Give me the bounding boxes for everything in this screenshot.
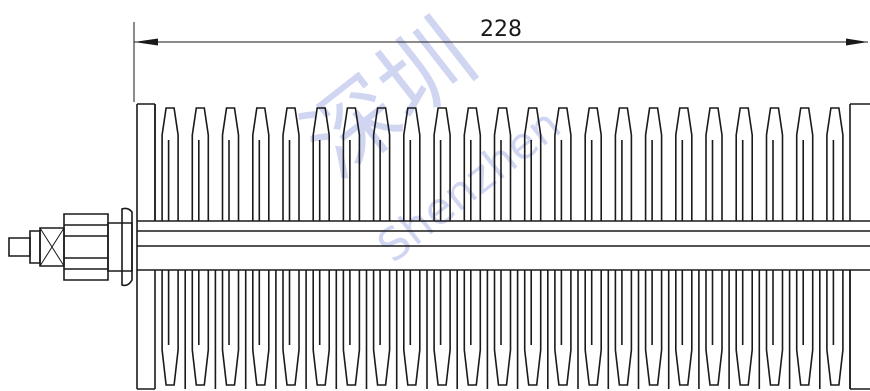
- fin-bottom: [826, 270, 851, 389]
- fin-bottom: [644, 270, 670, 389]
- fin-bottom: [765, 270, 791, 389]
- rf-connector: [8, 207, 133, 287]
- fin-top: [493, 107, 512, 221]
- fin-bottom: [554, 270, 579, 389]
- dimension-arrow-right-icon: [846, 38, 868, 46]
- fin-top: [403, 107, 421, 221]
- heatsink-body: [136, 103, 870, 390]
- fin-top: [826, 107, 844, 221]
- fin-top: [614, 107, 633, 221]
- fin-top: [282, 107, 300, 221]
- fin-bottom: [523, 270, 549, 389]
- fin-bottom: [342, 270, 368, 389]
- fin-top: [154, 104, 179, 221]
- fin-bottom: [584, 270, 610, 389]
- fin-top: [795, 107, 814, 221]
- fin-top: [252, 107, 270, 221]
- heatsink-fins-top: [154, 104, 844, 221]
- fin-bottom: [705, 270, 730, 389]
- fin-bottom: [161, 270, 186, 389]
- heatsink-fins-bottom: [161, 270, 851, 389]
- fin-bottom: [282, 270, 307, 389]
- fin-bottom: [312, 270, 338, 389]
- fin-bottom: [221, 270, 247, 389]
- fin-bottom: [735, 270, 761, 389]
- dimension-arrow-left-icon: [134, 38, 158, 46]
- dimension-label: 228: [480, 17, 522, 42]
- fin-top: [433, 107, 451, 221]
- fin-top: [765, 107, 784, 221]
- fin-top: [372, 107, 391, 221]
- fin-top: [554, 107, 572, 221]
- fin-top: [735, 107, 753, 221]
- fin-top: [675, 107, 693, 221]
- fin-bottom: [403, 270, 428, 389]
- fin-bottom: [675, 270, 700, 389]
- fin-top: [584, 107, 602, 221]
- fin-top: [463, 107, 482, 221]
- fin-bottom: [795, 270, 821, 389]
- fin-top: [523, 107, 542, 221]
- fin-bottom: [493, 270, 519, 389]
- fin-top: [342, 107, 361, 221]
- dimension-line: 228: [133, 17, 868, 102]
- fin-bottom: [614, 270, 640, 389]
- fin-bottom: [433, 270, 458, 389]
- fin-top: [312, 107, 330, 221]
- fin-top: [644, 107, 663, 221]
- fin-bottom: [463, 270, 489, 389]
- fin-bottom: [372, 270, 398, 389]
- fin-top: [705, 107, 723, 221]
- fin-top: [191, 107, 210, 221]
- fin-top: [221, 107, 240, 221]
- fin-bottom: [191, 270, 217, 389]
- fin-bottom: [252, 270, 277, 389]
